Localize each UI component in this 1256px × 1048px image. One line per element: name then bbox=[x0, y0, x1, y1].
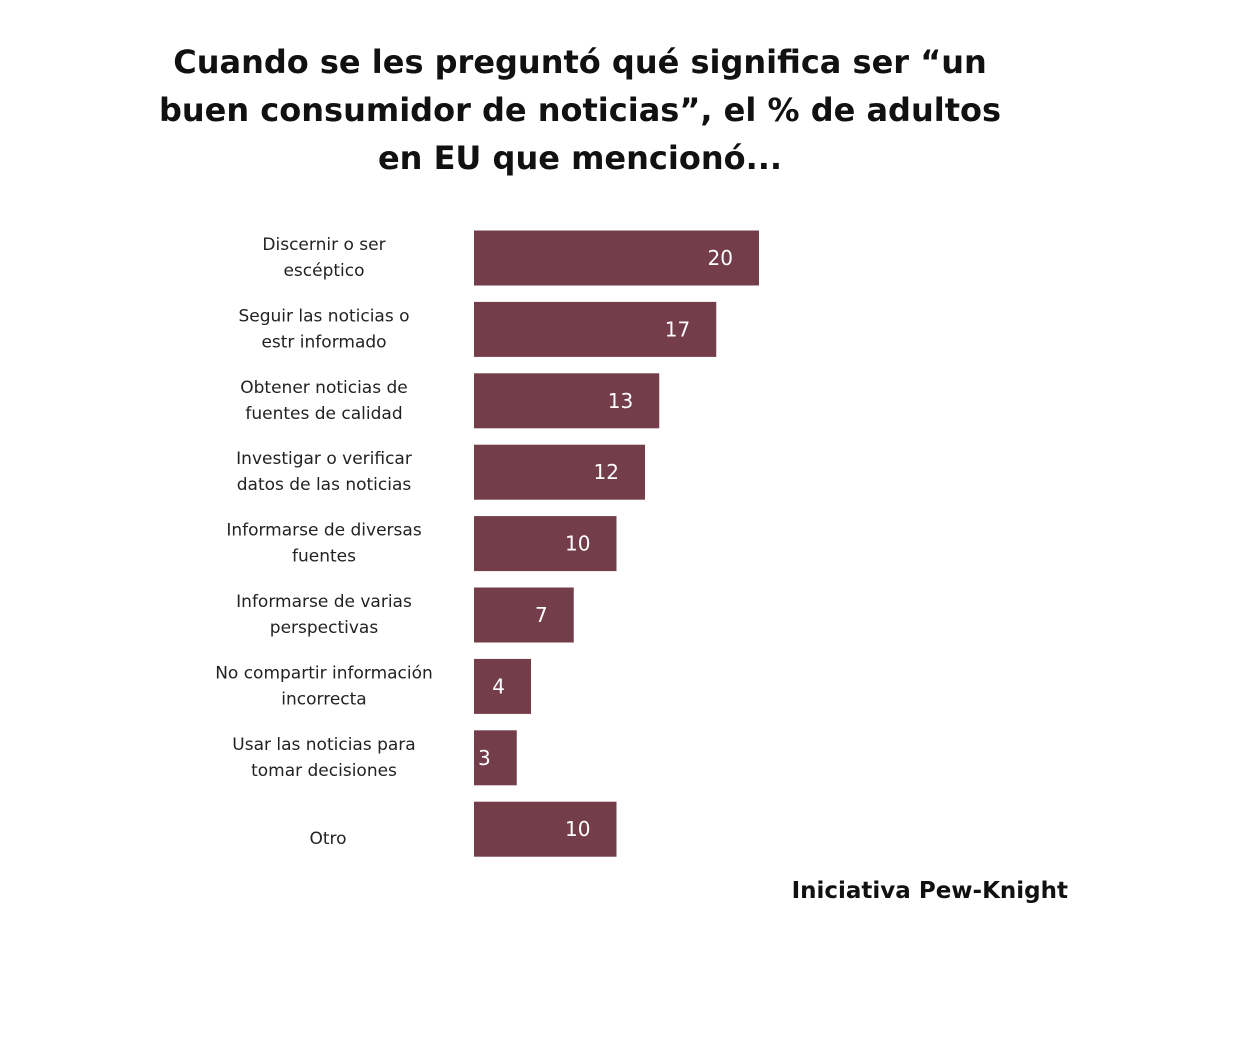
category-label-7: Usar las noticias para tomar decisiones bbox=[232, 735, 415, 781]
chart-title: Cuando se les preguntó qué significa ser… bbox=[158, 43, 1002, 177]
bar-value-label-8: 10 bbox=[565, 817, 590, 841]
category-label-8: Otro bbox=[309, 829, 346, 849]
bar-value-label-3: 12 bbox=[594, 460, 619, 484]
category-label-2: Obtener noticias de fuentes de calidad bbox=[240, 378, 408, 424]
bars-group: 20 17 13 12 10 7 4 3 10 bbox=[474, 230, 759, 857]
bar-6 bbox=[474, 658, 531, 714]
category-label-3: Investigar o verificar datos de las notic… bbox=[236, 449, 412, 495]
bar-7 bbox=[474, 730, 517, 786]
category-label-5: Informarse de varias perspectivas bbox=[236, 592, 412, 638]
bar-5 bbox=[474, 587, 574, 643]
bar-3 bbox=[474, 444, 645, 500]
bar-value-label-0: 20 bbox=[708, 246, 733, 270]
bar-value-label-7: 3 bbox=[478, 746, 491, 770]
bar-4 bbox=[474, 516, 617, 572]
source-label: Iniciativa Pew-Knight bbox=[791, 878, 1068, 904]
category-labels-group: Discernir o ser escéptico Seguir las notic… bbox=[215, 235, 433, 849]
bar-8 bbox=[474, 801, 617, 857]
bar-value-label-4: 10 bbox=[565, 532, 590, 556]
bar-value-label-6: 4 bbox=[492, 674, 505, 698]
category-label-6: No compartir información incorrecta bbox=[215, 663, 433, 709]
bar-2 bbox=[474, 373, 660, 429]
bar-value-label-1: 17 bbox=[665, 317, 690, 341]
bar-value-label-5: 7 bbox=[535, 603, 548, 627]
category-label-0: Discernir o ser escéptico bbox=[262, 235, 385, 281]
bar-1 bbox=[474, 301, 717, 357]
category-label-1: Seguir las noticias o estr informado bbox=[238, 306, 409, 352]
bar-value-label-2: 13 bbox=[608, 389, 633, 413]
category-label-4: Informarse de diversas fuentes bbox=[226, 521, 422, 567]
bar-0 bbox=[474, 230, 759, 286]
